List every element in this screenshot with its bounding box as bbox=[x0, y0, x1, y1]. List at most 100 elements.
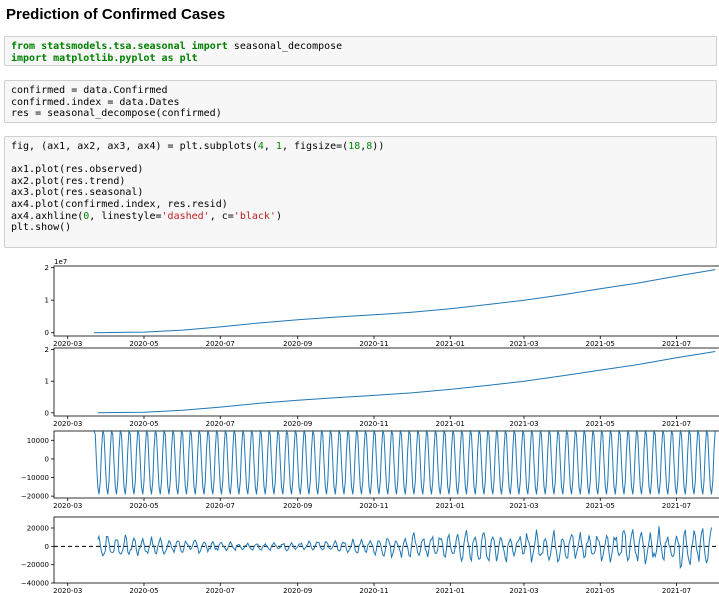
code-line: import matplotlib.pyplot as plt bbox=[11, 53, 710, 65]
axes-frame bbox=[53, 265, 719, 337]
x-tick-label: 2020-09 bbox=[283, 502, 312, 510]
code-cell-imports[interactable]: from statsmodels.tsa.seasonal import sea… bbox=[4, 36, 717, 66]
code-token: , c= bbox=[209, 210, 234, 222]
subplot-observed: 2020-03 2020-05 2020-07 2020-09 2020-11 2021-… bbox=[45, 258, 719, 348]
x-tick-label: 2021-07 bbox=[662, 502, 691, 510]
x-tick-label: 2021-01 bbox=[436, 340, 465, 348]
code-line: ax1.plot(res.observed) bbox=[11, 164, 710, 176]
code-token: 0 bbox=[83, 210, 90, 222]
code-token: 'dashed' bbox=[161, 210, 210, 222]
axes-frame bbox=[53, 516, 719, 584]
code-token: 18 bbox=[348, 141, 361, 152]
x-tick-label: 2020-11 bbox=[359, 587, 388, 593]
code-line: confirmed.index = data.Dates bbox=[11, 97, 710, 109]
code-token: 'black' bbox=[233, 210, 276, 222]
y-tick-label: −20000 bbox=[21, 493, 49, 501]
code-token: , linestyle= bbox=[89, 210, 162, 222]
y-tick-label: −40000 bbox=[21, 580, 49, 588]
x-tick-label: 2021-05 bbox=[586, 502, 615, 510]
code-token: ax1.plot(res.observed) bbox=[11, 164, 144, 176]
code-line: fig, (ax1, ax2, ax3, ax4) = plt.subplots… bbox=[11, 141, 710, 153]
axes-frame bbox=[53, 347, 719, 417]
y-tick-label: 1 bbox=[45, 378, 49, 386]
code-token: confirmed = data.Confirmed bbox=[11, 85, 168, 96]
code-token: res = seasonal_decompose(confirmed) bbox=[11, 108, 222, 120]
code-token: confirmed.index = data.Dates bbox=[11, 96, 180, 108]
x-tick-label: 2021-01 bbox=[436, 587, 465, 593]
y-tick-label: 2 bbox=[45, 264, 49, 272]
x-tick-label: 2020-03 bbox=[53, 420, 82, 428]
x-tick-label: 2020-03 bbox=[53, 340, 82, 348]
code-cell-decompose[interactable]: confirmed = data.Confirmed confirmed.inde… bbox=[4, 80, 717, 123]
x-tick-label: 2020-03 bbox=[53, 502, 82, 510]
code-token: ax3.plot(res.seasonal) bbox=[11, 187, 144, 199]
x-tick-label: 2020-03 bbox=[53, 587, 82, 593]
code-line bbox=[11, 153, 710, 165]
code-token: 1 bbox=[275, 141, 282, 152]
code-line: res = seasonal_decompose(confirmed) bbox=[11, 108, 710, 120]
x-tick-label: 2021-05 bbox=[586, 340, 615, 348]
x-tick-label: 2020-07 bbox=[206, 340, 235, 348]
code-line: from statsmodels.tsa.seasonal import sea… bbox=[11, 41, 710, 53]
subplot-seasonal: 2020-03 2020-05 2020-07 2020-09 2020-11 2021-… bbox=[21, 429, 719, 510]
y-tick-label: 2 bbox=[45, 346, 49, 354]
x-tick-label: 2021-03 bbox=[509, 502, 538, 510]
code-token: fig, (ax1, ax2, ax3, ax4) = plt.subplots… bbox=[11, 141, 258, 152]
code-line: plt.show() bbox=[11, 222, 710, 234]
code-line: ax4.plot(confirmed.index, res.resid) bbox=[11, 199, 710, 211]
x-tick-label: 2021-05 bbox=[586, 587, 615, 593]
code-line: confirmed = data.Confirmed bbox=[11, 85, 710, 97]
x-tick-label: 2021-07 bbox=[662, 340, 691, 348]
x-tick-label: 2021-03 bbox=[509, 420, 538, 428]
code-token: seasonal_decompose bbox=[227, 41, 343, 52]
code-token: 4 bbox=[257, 141, 264, 152]
code-token: ax4.axhline( bbox=[11, 210, 84, 222]
x-tick-label: 2020-09 bbox=[283, 420, 312, 428]
x-tick-label: 2020-11 bbox=[359, 340, 388, 348]
code-line: ax2.plot(res.trend) bbox=[11, 176, 710, 188]
decomposition-figure: 2020-03 2020-05 2020-07 2020-09 2020-11 2021-… bbox=[21, 258, 719, 593]
series-line-resid bbox=[97, 526, 712, 569]
code-token: 8 bbox=[366, 141, 373, 152]
x-tick-label: 2020-07 bbox=[206, 587, 235, 593]
series-line-trend bbox=[97, 351, 716, 414]
code-token: as bbox=[161, 52, 174, 64]
x-tick-label: 2021-03 bbox=[509, 340, 538, 348]
y-tick-label: 0 bbox=[45, 543, 49, 551]
section-heading: Prediction of Confirmed Cases bbox=[6, 6, 226, 23]
x-tick-label: 2020-09 bbox=[283, 340, 312, 348]
y-tick-label: 0 bbox=[45, 329, 49, 337]
code-token: plt.show() bbox=[11, 222, 72, 234]
x-tick-label: 2021-01 bbox=[436, 420, 465, 428]
code-token: import bbox=[191, 41, 228, 52]
axes-frame bbox=[53, 430, 719, 499]
series-line-observed bbox=[93, 269, 716, 334]
code-line: ax3.plot(res.seasonal) bbox=[11, 187, 710, 199]
code-token: matplotlib.pyplot bbox=[53, 52, 156, 64]
y-tick-label: 0 bbox=[45, 409, 49, 417]
code-token: from bbox=[11, 41, 36, 52]
code-token: ax2.plot(res.trend) bbox=[11, 175, 126, 187]
code-cell-plot[interactable]: fig, (ax1, ax2, ax3, ax4) = plt.subplots… bbox=[4, 136, 717, 248]
code-token: import bbox=[11, 52, 48, 64]
y-offset-label: 1e7 bbox=[54, 258, 67, 266]
y-tick-label: 10000 bbox=[27, 437, 49, 445]
y-tick-label: −10000 bbox=[21, 474, 49, 482]
code-token: statsmodels.tsa.seasonal bbox=[41, 41, 186, 52]
x-tick-label: 2021-03 bbox=[509, 587, 538, 593]
x-tick-label: 2020-05 bbox=[129, 340, 158, 348]
x-tick-label: 2020-11 bbox=[359, 502, 388, 510]
x-tick-label: 2020-07 bbox=[206, 502, 235, 510]
y-tick-label: 20000 bbox=[27, 525, 49, 533]
y-tick-label: 1 bbox=[45, 297, 49, 305]
code-token: , figsize=( bbox=[281, 141, 349, 152]
code-line: ax4.axhline(0, linestyle='dashed', c='bl… bbox=[11, 211, 710, 223]
x-tick-label: 2021-07 bbox=[662, 587, 691, 593]
x-tick-label: 2020-05 bbox=[129, 587, 158, 593]
series-line-seasonal bbox=[93, 429, 716, 495]
x-tick-label: 2020-07 bbox=[206, 420, 235, 428]
code-token: ax4.plot(confirmed.index, res.resid) bbox=[11, 198, 228, 210]
y-tick-label: 0 bbox=[45, 455, 49, 463]
code-token: )) bbox=[372, 141, 385, 152]
subplot-resid: 2020-03 2020-05 2020-07 2020-09 2020-11 2021-… bbox=[21, 516, 719, 593]
